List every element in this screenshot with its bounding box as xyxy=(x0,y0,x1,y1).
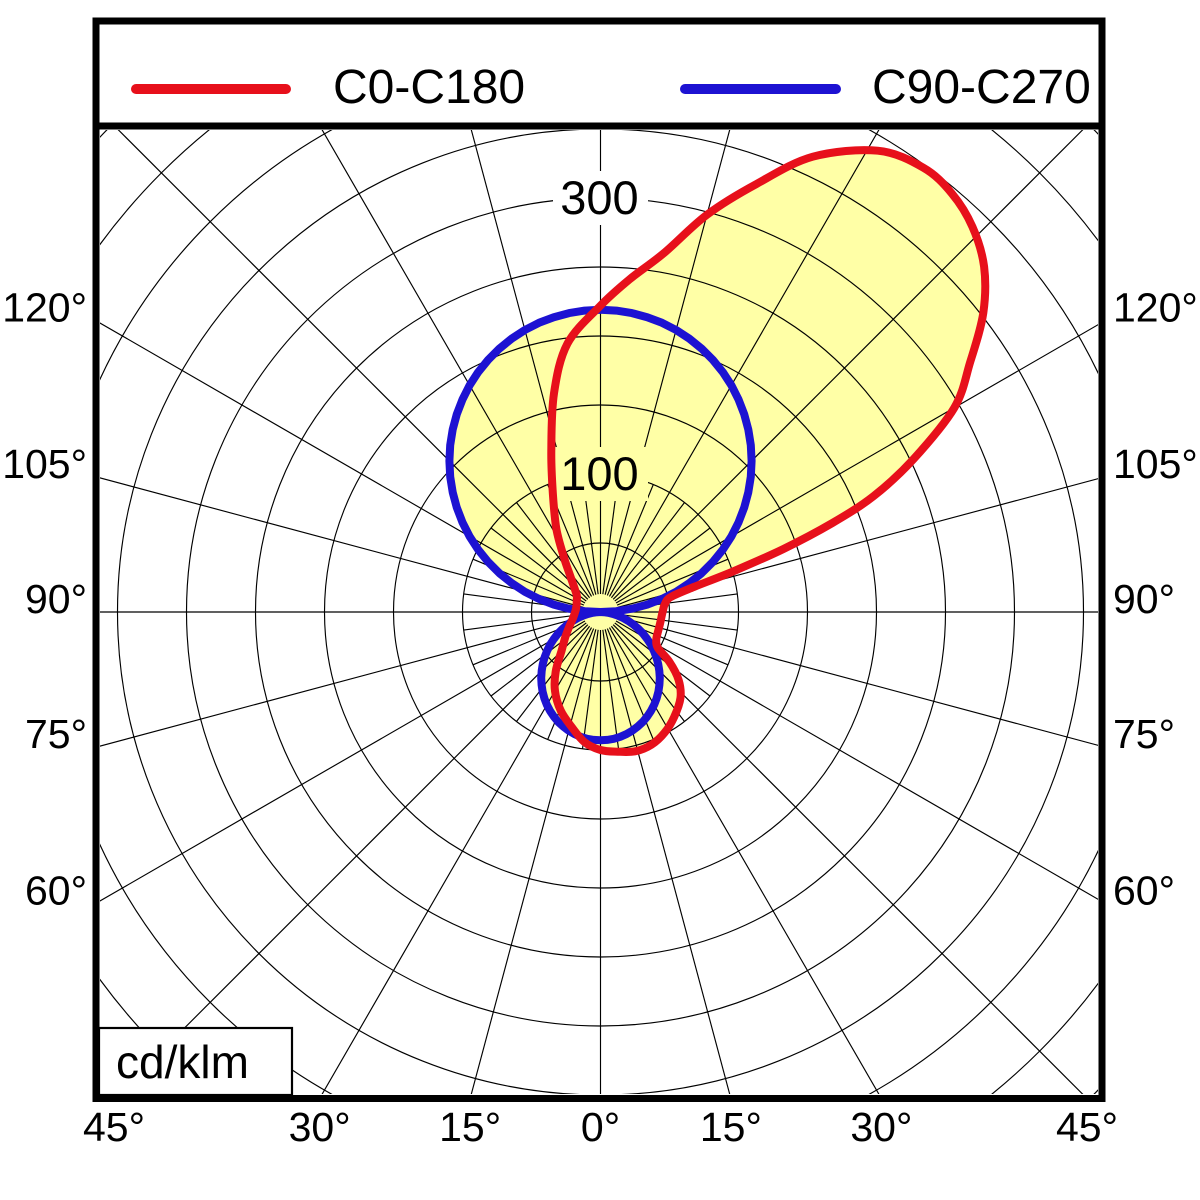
grid-spoke-minor xyxy=(610,502,685,599)
grid-spoke-major xyxy=(321,130,593,597)
curves-layer xyxy=(445,146,990,756)
grid-spoke-major xyxy=(617,616,1098,746)
ring-label-bg-300 xyxy=(553,171,648,225)
grid-spoke-major xyxy=(117,130,589,600)
ring-label-300: 300 xyxy=(560,171,638,224)
angle-label-left-4: 60° xyxy=(25,867,87,913)
angle-label-bottom-6: 45° xyxy=(1056,1104,1118,1150)
grid-spoke-major xyxy=(100,477,584,608)
grid-spoke-minor xyxy=(581,629,599,749)
unit-label: cd/klm xyxy=(116,1036,249,1088)
grid-spoke-minor xyxy=(614,622,711,697)
beam-fill-layer xyxy=(449,150,986,752)
grid-spoke-minor xyxy=(602,629,620,749)
angle-label-bottom-1: 30° xyxy=(289,1104,351,1150)
grid-spoke-major xyxy=(608,627,880,1094)
c0-c180-curve xyxy=(547,146,990,756)
angle-label-right-4: 60° xyxy=(1113,867,1175,913)
angle-label-bottom-2: 15° xyxy=(439,1104,501,1150)
angle-label-right-1: 105° xyxy=(1113,441,1198,487)
grid-spoke-major xyxy=(100,616,584,747)
legend: C0-C180 C90-C270 xyxy=(0,0,1200,130)
grid-spoke-minor xyxy=(516,502,591,599)
grid-spoke-major xyxy=(612,624,1084,1094)
angle-label-right-0: 120° xyxy=(1113,285,1198,331)
angle-label-left-2: 90° xyxy=(25,576,87,622)
angle-label-bottom-5: 30° xyxy=(850,1104,912,1150)
angle-label-right-3: 75° xyxy=(1113,711,1175,757)
angle-label-bottom-0: 45° xyxy=(83,1104,145,1150)
angle-label-left-1: 105° xyxy=(2,441,87,487)
ring-label-100: 100 xyxy=(560,447,638,500)
grid-spoke-major xyxy=(100,620,586,902)
grid-spoke-major xyxy=(615,620,1098,900)
angle-label-right-2: 90° xyxy=(1113,576,1175,622)
grid-spoke-minor xyxy=(606,484,654,596)
grid-spoke-major xyxy=(321,627,593,1094)
grid-spoke-minor xyxy=(490,527,587,602)
angle-label-left-3: 75° xyxy=(25,711,87,757)
c90-c270-curve-1 xyxy=(537,608,664,745)
grid-spoke-major xyxy=(617,478,1098,608)
grid-spoke-minor xyxy=(463,613,583,631)
grid-spoke-minor xyxy=(614,527,711,602)
legend-line-c90-c270 xyxy=(680,84,841,94)
grid-spoke-minor xyxy=(610,625,685,722)
legend-label-c0-c180: C0-C180 xyxy=(333,61,526,114)
legend-line-c0-c180 xyxy=(131,84,291,94)
grid-spoke-minor xyxy=(490,622,587,697)
grid-spoke-major xyxy=(608,130,880,597)
angle-label-left-0: 120° xyxy=(2,285,87,331)
grid-spoke-major xyxy=(470,629,597,1094)
angle-label-bottom-4: 15° xyxy=(700,1104,762,1150)
ring-label-bg-100 xyxy=(553,447,648,501)
plot-frame xyxy=(92,122,1106,1102)
grid-spoke-minor xyxy=(618,613,738,631)
grid-spoke-major xyxy=(612,130,1084,600)
legend-label-c90-c270: C90-C270 xyxy=(872,61,1091,114)
angle-label-bottom-3: 0° xyxy=(581,1104,620,1150)
